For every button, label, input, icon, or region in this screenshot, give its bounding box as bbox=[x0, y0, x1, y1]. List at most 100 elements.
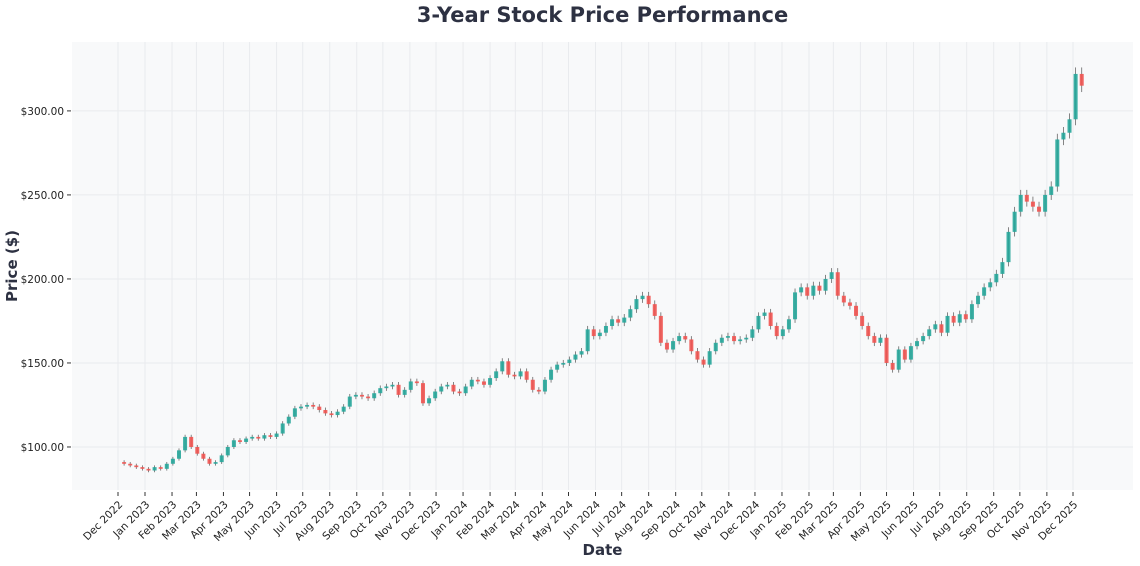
candle-body bbox=[921, 336, 926, 342]
candle-body bbox=[158, 467, 163, 469]
candle-body bbox=[890, 362, 895, 370]
candle-body bbox=[677, 336, 682, 342]
candle-body bbox=[536, 389, 541, 392]
candle-body bbox=[195, 446, 200, 454]
candle-body bbox=[799, 287, 804, 293]
candle-body bbox=[671, 341, 676, 350]
candle-body bbox=[176, 450, 181, 459]
candle-body bbox=[408, 381, 413, 390]
candle-body bbox=[683, 336, 688, 340]
candle-body bbox=[213, 462, 218, 464]
candle-body bbox=[207, 458, 212, 464]
candle-body bbox=[969, 304, 974, 320]
candle-body bbox=[707, 351, 712, 365]
candle-body bbox=[311, 404, 316, 407]
candle-body bbox=[390, 384, 395, 387]
candle-body bbox=[292, 408, 297, 417]
plot-area bbox=[72, 42, 1133, 490]
candle-body bbox=[244, 438, 249, 442]
candle-body bbox=[225, 446, 230, 456]
candle-body bbox=[542, 379, 547, 392]
candle-body bbox=[1049, 186, 1054, 195]
candle-body bbox=[854, 305, 859, 316]
candle-body bbox=[622, 317, 627, 323]
y-axis-label: Price ($) bbox=[3, 230, 21, 302]
candle-body bbox=[579, 351, 584, 355]
candle-body bbox=[701, 359, 706, 365]
candle-body bbox=[463, 386, 468, 394]
candle-body bbox=[262, 435, 267, 439]
candle-body bbox=[347, 396, 352, 407]
candle-body bbox=[1043, 194, 1048, 212]
candle-body bbox=[957, 314, 962, 323]
candle-body bbox=[268, 435, 273, 437]
candle-body bbox=[481, 381, 486, 385]
candle-body bbox=[183, 436, 188, 451]
candle-body bbox=[823, 278, 828, 291]
x-axis-label: Date bbox=[582, 541, 623, 559]
candle-body bbox=[872, 336, 877, 343]
candle-body bbox=[1079, 73, 1084, 86]
candle-body bbox=[1012, 211, 1017, 232]
y-tick-label: $150.00 bbox=[21, 358, 64, 370]
candle-body bbox=[762, 312, 767, 316]
candle-body bbox=[396, 384, 401, 395]
candle-body bbox=[658, 315, 663, 343]
y-tick-label: $300.00 bbox=[21, 106, 64, 118]
candle-body bbox=[561, 362, 566, 365]
candle-body bbox=[457, 391, 462, 394]
candle-body bbox=[744, 337, 749, 340]
y-tick-label: $200.00 bbox=[21, 274, 64, 286]
candle-body bbox=[750, 329, 755, 338]
candle-body bbox=[878, 337, 883, 343]
chart-title: 3-Year Stock Price Performance bbox=[416, 3, 789, 27]
candle-body bbox=[231, 440, 236, 447]
candle-body bbox=[140, 467, 145, 469]
candle-body bbox=[427, 398, 432, 404]
candle-body bbox=[951, 315, 956, 323]
candle-body bbox=[603, 325, 608, 333]
candle-body bbox=[866, 325, 871, 337]
candle-body bbox=[256, 436, 261, 439]
candle-body bbox=[1037, 206, 1042, 212]
candle-body bbox=[725, 336, 730, 338]
candle-body bbox=[555, 364, 560, 370]
candle-body bbox=[689, 339, 694, 352]
candle-body bbox=[1055, 139, 1060, 187]
candle-body bbox=[738, 339, 743, 342]
candle-body bbox=[768, 312, 773, 326]
candle-body bbox=[475, 379, 480, 382]
candle-body bbox=[237, 440, 242, 442]
candle-body bbox=[884, 337, 889, 363]
candle-body bbox=[860, 315, 865, 326]
candle-body bbox=[664, 342, 669, 350]
candle-body bbox=[719, 337, 724, 343]
candle-body bbox=[933, 324, 938, 330]
candle-body bbox=[780, 329, 785, 337]
candle-body bbox=[1006, 231, 1011, 263]
y-tick-label: $100.00 bbox=[21, 442, 64, 454]
candle-body bbox=[518, 371, 523, 377]
candle-body bbox=[549, 369, 554, 380]
candle-body bbox=[201, 453, 206, 459]
candle-body bbox=[164, 463, 169, 469]
candle-body bbox=[994, 273, 999, 283]
candle-body bbox=[366, 396, 371, 399]
candle-body bbox=[610, 319, 615, 326]
candle-body bbox=[445, 384, 450, 387]
candle-body bbox=[1018, 194, 1023, 212]
candle-body bbox=[402, 389, 407, 395]
candle-body bbox=[134, 465, 139, 468]
candle-body bbox=[512, 374, 517, 377]
candle-body bbox=[335, 411, 340, 416]
candle-body bbox=[616, 319, 621, 323]
candle-body bbox=[896, 349, 901, 370]
candle-body bbox=[847, 302, 852, 306]
candle-body bbox=[353, 394, 358, 397]
candle-body bbox=[378, 388, 383, 394]
candle-body bbox=[1067, 119, 1072, 133]
candle-body bbox=[982, 287, 987, 296]
candle-body bbox=[500, 361, 505, 372]
candle-body bbox=[634, 299, 639, 310]
candle-body bbox=[451, 384, 456, 392]
